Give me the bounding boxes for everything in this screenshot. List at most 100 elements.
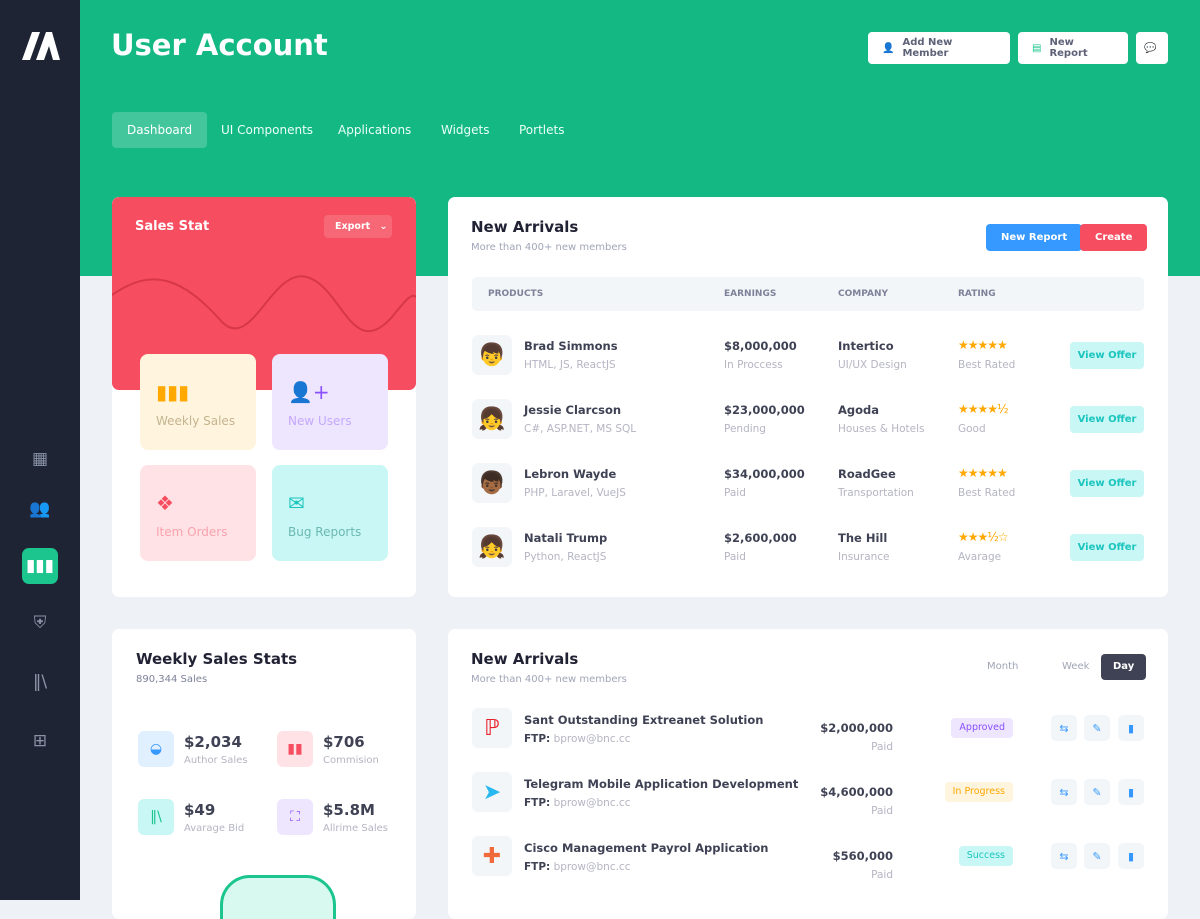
member-skills: HTML, JS, ReactJS: [524, 359, 616, 371]
rating-label: Best Rated: [958, 359, 1016, 371]
view-offer-button[interactable]: View Offer: [1070, 406, 1144, 433]
table-row: 👦🏾 Lebron Wayde PHP, Laravel, VueJS $34,…: [472, 463, 1144, 503]
library-icon[interactable]: ‖\: [32, 672, 48, 692]
trash-icon[interactable]: ▮: [1118, 715, 1144, 741]
member-name[interactable]: Natali Trump: [524, 531, 608, 545]
new-report-button[interactable]: ▤ New Report: [1018, 32, 1128, 64]
view-offer-button[interactable]: View Offer: [1070, 470, 1144, 497]
status-badge: Success: [958, 846, 1013, 866]
tab-applications[interactable]: Applications: [338, 123, 412, 137]
earnings-status: In Proccess: [724, 359, 783, 371]
member-name[interactable]: Jessie Clarcson: [524, 403, 622, 417]
add-new-member-button[interactable]: 👤 Add New Member: [868, 32, 1010, 64]
frame-icon: ⛶: [277, 799, 313, 835]
tab-ui-components[interactable]: UI Components: [221, 123, 314, 137]
project-amount: $2,000,000: [820, 721, 893, 735]
stat-item: ◒ $2,034 Author Sales: [138, 731, 278, 771]
earnings: $23,000,000: [724, 403, 805, 417]
card-subtitle: 890,344 Sales: [136, 674, 208, 685]
company: RoadGee: [838, 467, 896, 481]
project-name[interactable]: Cisco Management Payrol Application: [524, 841, 769, 855]
card-title: New Arrivals: [471, 650, 579, 668]
company: Intertico: [838, 339, 894, 353]
tile-new-users[interactable]: 👤+ New Users: [272, 354, 388, 450]
mail-icon: ✉: [288, 491, 305, 515]
file-add-icon[interactable]: ⊞: [32, 731, 48, 751]
period-tab-month[interactable]: Month: [987, 661, 1019, 672]
edit-icon[interactable]: ✎: [1084, 779, 1110, 805]
toggle-icon[interactable]: ⇆: [1051, 843, 1077, 869]
project-row: ➤ Telegram Mobile Application Developmen…: [472, 772, 1144, 817]
period-tab-day[interactable]: Day: [1101, 654, 1147, 680]
library-icon: ‖\: [138, 799, 174, 835]
view-offer-button[interactable]: View Offer: [1070, 534, 1144, 561]
stat-item: ‖\ $49 Avarage Bid: [138, 799, 278, 839]
star-rating-icon: ★★★½☆: [958, 530, 1009, 544]
card-title: Weekly Sales Stats: [136, 650, 298, 668]
table-header: PRODUCTS EARNINGS COMPANY RATING: [472, 277, 1144, 311]
star-rating-icon: ★★★★½: [958, 402, 1009, 416]
company-field: Transportation: [838, 487, 914, 499]
member-name[interactable]: Lebron Wayde: [524, 467, 617, 481]
tab-portlets[interactable]: Portlets: [519, 123, 565, 137]
company: The Hill: [838, 531, 888, 545]
avatar: 👧: [472, 399, 512, 439]
edit-icon[interactable]: ✎: [1084, 715, 1110, 741]
tab-widgets[interactable]: Widgets: [441, 123, 490, 137]
rating-label: Best Rated: [958, 487, 1016, 499]
shield-icon[interactable]: ⛨: [33, 613, 47, 633]
company-field: UI/UX Design: [838, 359, 907, 371]
view-offer-button[interactable]: View Offer: [1070, 342, 1144, 369]
payment-status: Paid: [871, 805, 893, 817]
rating-label: Avarage: [958, 551, 1002, 563]
trash-icon[interactable]: ▮: [1118, 843, 1144, 869]
stat-value: $49: [184, 801, 216, 819]
chat-button[interactable]: 💬: [1136, 32, 1168, 64]
toggle-icon[interactable]: ⇆: [1051, 779, 1077, 805]
telegram-icon: ➤: [472, 772, 512, 812]
trash-icon[interactable]: ▮: [1118, 779, 1144, 805]
stat-value: $2,034: [184, 733, 242, 751]
member-name[interactable]: Brad Simmons: [524, 339, 618, 353]
card-subtitle: More than 400+ new members: [471, 242, 627, 253]
create-button[interactable]: Create: [1080, 224, 1148, 251]
avatar: 👦🏾: [472, 463, 512, 503]
payment-status: Paid: [871, 869, 893, 881]
export-dropdown[interactable]: Export ⌄: [324, 215, 392, 238]
ftp-address: bprow@bnc.cc: [553, 861, 631, 873]
logo[interactable]: [22, 32, 60, 60]
chart-icon[interactable]: ▮▮▮: [22, 548, 58, 584]
dashboard-icon[interactable]: ▦: [31, 449, 49, 469]
new-report-button[interactable]: New Report: [986, 224, 1083, 251]
member-skills: Python, ReactJS: [524, 551, 607, 563]
weekly-sales-chart: [220, 875, 336, 919]
edit-icon[interactable]: ✎: [1084, 843, 1110, 869]
period-tab-week[interactable]: Week: [1062, 661, 1090, 672]
tile-weekly-sales[interactable]: ▮▮▮ Weekly Sales: [140, 354, 256, 450]
basket-icon: ◒: [138, 731, 174, 767]
users-icon[interactable]: 👥: [29, 499, 51, 519]
tile-item-orders[interactable]: ❖ Item Orders: [140, 465, 256, 561]
stat-item: ⛶ $5.8M Allrime Sales: [277, 799, 416, 839]
project-row: ✚ Cisco Management Payrol Application FT…: [472, 836, 1144, 881]
tab-dashboard[interactable]: Dashboard: [112, 112, 208, 148]
file-icon: ▤: [1032, 42, 1042, 54]
status-badge: In Progress: [944, 782, 1013, 802]
bar-chart-icon: ▮▮: [277, 731, 313, 767]
tile-bug-reports[interactable]: ✉ Bug Reports: [272, 465, 388, 561]
avatar: 👧: [472, 527, 512, 567]
status-badge: Approved: [951, 718, 1013, 738]
stat-label: Author Sales: [184, 755, 248, 766]
sidebar: ▦ 👥 ▮▮▮ ⛨ ‖\ ⊞: [0, 0, 80, 900]
project-amount: $4,600,000: [820, 785, 893, 799]
toggle-icon[interactable]: ⇆: [1051, 715, 1077, 741]
project-name[interactable]: Sant Outstanding Extreanet Solution: [524, 713, 764, 727]
earnings-status: Pending: [724, 423, 766, 435]
project-row: ℙ Sant Outstanding Extreanet Solution FT…: [472, 708, 1144, 753]
sales-wave-chart: [112, 275, 416, 333]
company: Agoda: [838, 403, 880, 417]
weekly-sales-card: Weekly Sales Stats 890,344 Sales ◒ $2,03…: [112, 629, 416, 919]
member-skills: C#, ASP.NET, MS SQL: [524, 423, 637, 435]
sales-stat-title: Sales Stat: [135, 219, 210, 234]
project-name[interactable]: Telegram Mobile Application Development: [524, 777, 799, 791]
